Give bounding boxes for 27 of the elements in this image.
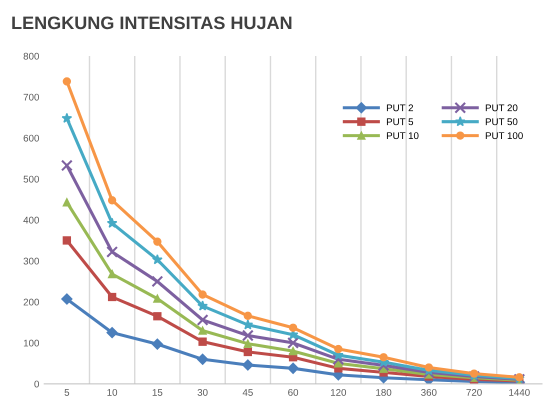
x-tick-label: 180: [376, 388, 392, 396]
y-tick-label: 700: [24, 94, 39, 101]
x-tick-label: 720: [466, 388, 482, 396]
legend-label: PUT 10: [386, 132, 419, 140]
y-tick-label: 800: [24, 52, 39, 60]
y-tick-label: 0: [34, 380, 39, 388]
y-tick-label: 400: [23, 216, 39, 224]
x-tick-label: 15: [152, 389, 162, 396]
x-tick-label: 120: [330, 388, 346, 396]
y-tick-label: 200: [24, 298, 39, 306]
x-tick-label: 1440: [509, 388, 530, 396]
legend-label: PUT 50: [486, 118, 518, 126]
y-tick-label: 300: [24, 258, 39, 265]
y-tick-label: 500: [24, 176, 39, 183]
x-tick-label: 60: [288, 388, 298, 396]
x-tick-label: 45: [242, 389, 253, 396]
x-tick-label: 30: [198, 388, 208, 396]
legend-label: PUT 100: [486, 132, 523, 140]
legend-label: PUT 20: [486, 104, 518, 112]
y-tick-label: 100: [24, 340, 39, 347]
x-tick-label: 10: [107, 388, 118, 396]
chart-title: LENGKUNG INTENSITAS HUJAN: [12, 16, 292, 30]
legend-label: PUT 2: [386, 104, 414, 112]
legend-label: PUT 5: [386, 118, 414, 126]
y-tick-label: 600: [24, 134, 39, 142]
x-tick-label: 360: [421, 388, 437, 396]
x-tick-label: 5: [64, 389, 70, 396]
